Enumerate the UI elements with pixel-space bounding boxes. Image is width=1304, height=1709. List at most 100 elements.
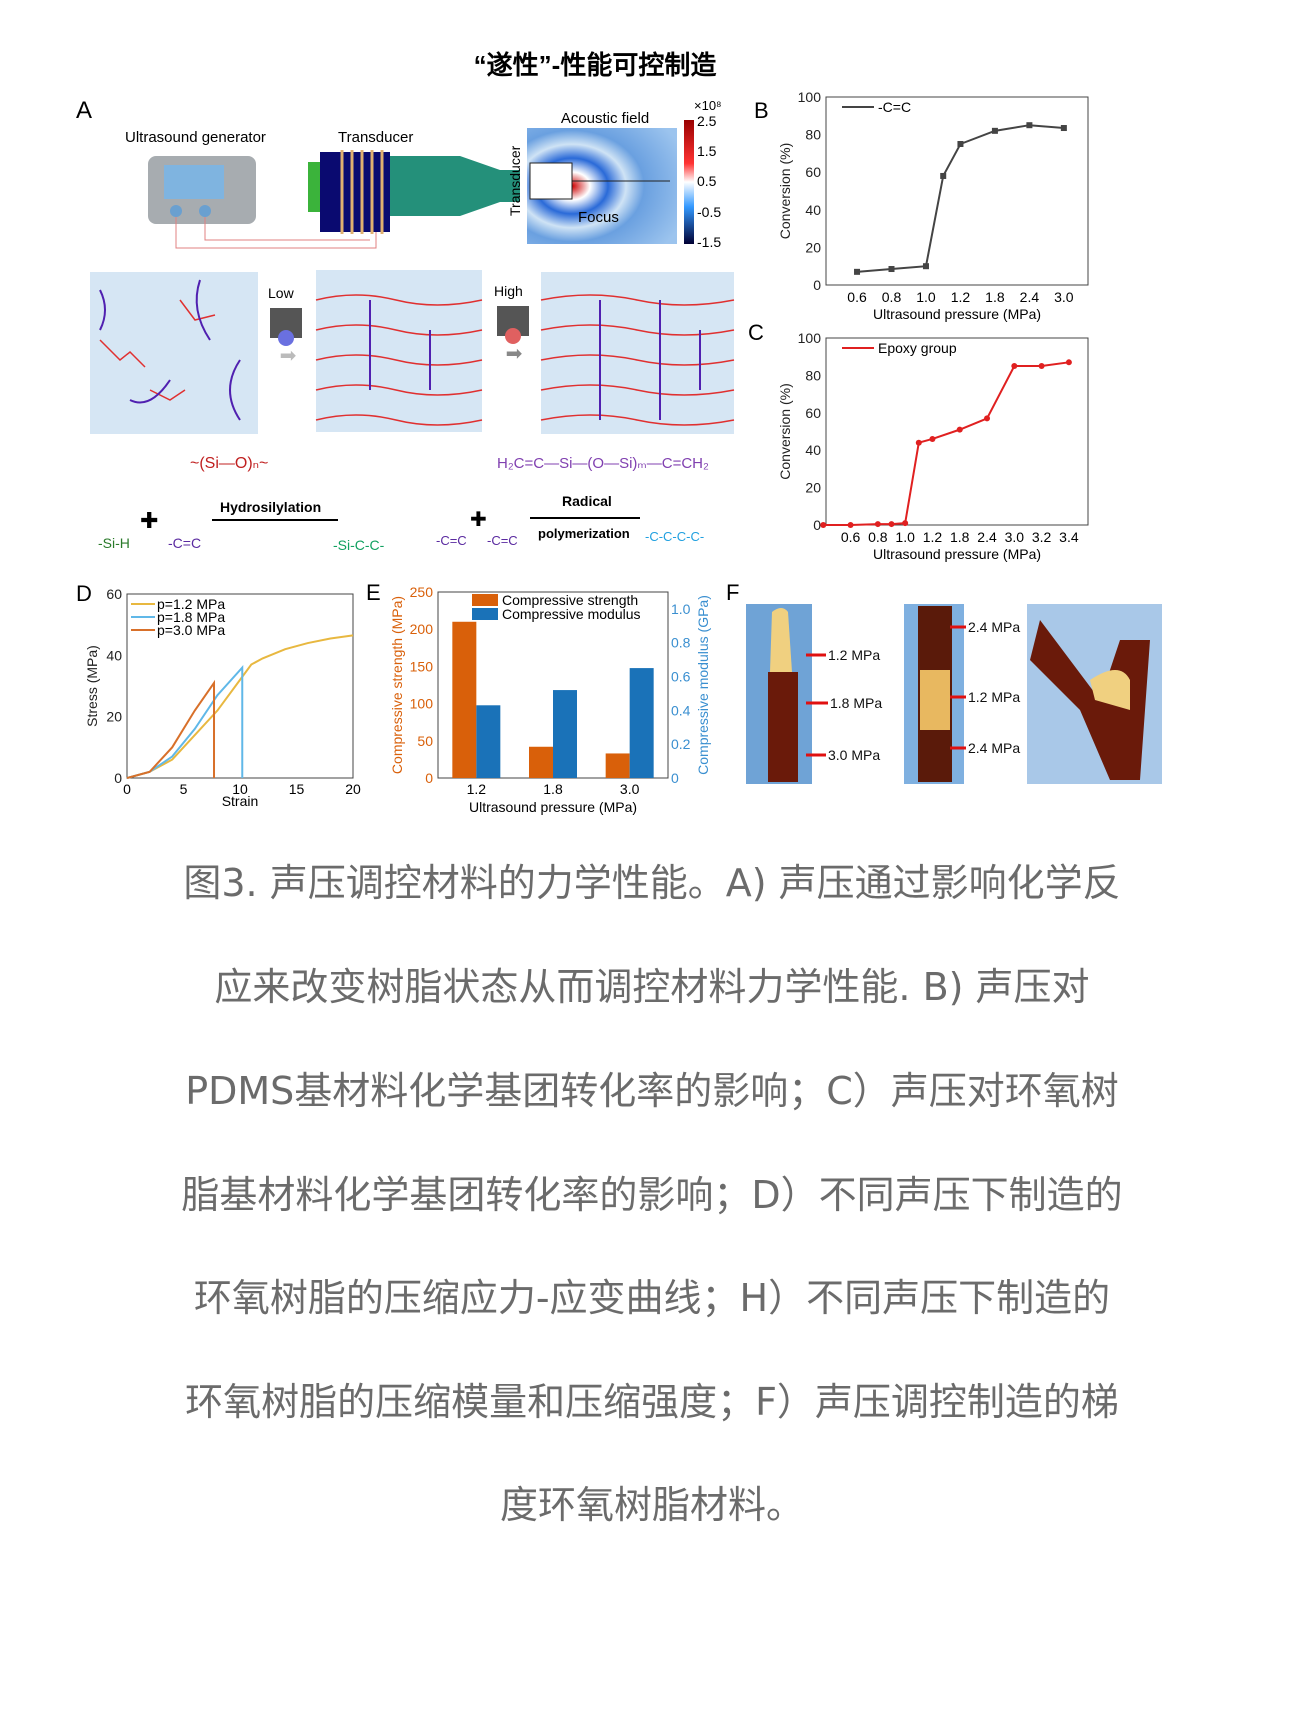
y-tick-label: 250 [410, 584, 434, 600]
panel-letter: B [754, 98, 769, 123]
data-point [888, 521, 895, 528]
caption-line: 环氧树脂的压缩应力-应变曲线；H）不同声压下制造的 [193, 1276, 1111, 1320]
x-axis-label: Ultrasound pressure (MPa) [469, 799, 637, 815]
c-c-label: -C=C [168, 535, 201, 551]
bar-strength [605, 753, 630, 778]
x-tick-label: 2.4 [977, 529, 997, 545]
bar-strength [452, 621, 477, 778]
pressure-label: 1.8 MPa [830, 695, 882, 711]
network-state-3 [541, 272, 734, 434]
low-label: Low [268, 285, 295, 301]
c-c-c-c-label: -C-C-C-C- [645, 529, 704, 544]
panel-letter: C [748, 320, 764, 345]
x-tick-label: 0.6 [841, 529, 861, 545]
y-tick-label: 0 [425, 770, 433, 786]
y2-tick-label: 0.2 [671, 736, 691, 752]
svg-text:✚: ✚ [140, 508, 158, 533]
data-point [1026, 122, 1033, 129]
si-c-c-label: -Si-C-C- [333, 537, 385, 553]
y2-tick-label: 0.4 [671, 702, 691, 718]
panel-f: F 1.2 MPa 1.8 MPa 3.0 MPa 2.4 MPa 1.2 MP… [726, 580, 1162, 784]
focus-label: Focus [578, 209, 619, 226]
x-axis-label: Ultrasound pressure (MPa) [873, 546, 1041, 562]
legend-swatch [472, 594, 498, 606]
bar-modulus [553, 690, 577, 778]
legend-label: -C=C [878, 99, 911, 115]
data-point [1060, 125, 1067, 132]
x-tick-label: 15 [289, 781, 305, 797]
x-tick-label: 1.2 [467, 781, 487, 797]
legend-swatch [472, 608, 498, 620]
svg-text:➡: ➡ [280, 345, 297, 367]
y-tick-label: 100 [798, 89, 822, 105]
series-line [126, 679, 216, 779]
data-point [820, 522, 827, 528]
y-tick-label: 100 [798, 330, 822, 346]
y-tick-label: 20 [805, 239, 821, 255]
transducer-vertical-label: Transducer [507, 145, 523, 216]
x-tick-label: 1.0 [916, 289, 936, 305]
x-tick-label: 0.6 [847, 289, 867, 305]
x-tick-label: 10 [232, 781, 248, 797]
x-tick-label: 0.8 [882, 289, 902, 305]
transducer-horn [390, 156, 520, 216]
y-tick-label: 20 [106, 709, 122, 725]
data-point [888, 266, 895, 273]
legend-label: p=1.2 MPa [157, 596, 225, 612]
y2-tick-label: 1.0 [671, 601, 691, 617]
plot-area-C [825, 337, 1089, 526]
colorbar-tick: -1.5 [697, 234, 721, 250]
plot-area-B [825, 96, 1089, 286]
data-point [1038, 363, 1045, 370]
data-point [984, 415, 991, 422]
data-point [957, 141, 964, 147]
monomer-formula: H₂C=C—Si—(O—Si)ₘ—C=CH₂ [497, 455, 709, 472]
c-c-label: -C=C [436, 533, 467, 548]
x-tick-label: 3.2 [1032, 529, 1052, 545]
x-tick-label: 3.0 [620, 781, 640, 797]
x-tick-label: 3.4 [1059, 529, 1079, 545]
series-line [856, 124, 1064, 273]
y2-tick-label: 0.6 [671, 669, 691, 685]
legend-label: p=3.0 MPa [157, 622, 225, 638]
network-state-1 [90, 272, 258, 434]
y-tick-label: 60 [805, 164, 821, 180]
y-tick-label: 20 [805, 480, 821, 496]
legend-label: Epoxy group [878, 340, 957, 356]
caption-line: 环氧树脂的压缩模量和压缩强度；F）声压调控制造的梯 [185, 1380, 1119, 1424]
data-point [1011, 363, 1018, 370]
radical-label: Radical [562, 493, 612, 509]
data-point [956, 426, 963, 433]
x-tick-label: 1.8 [985, 289, 1005, 305]
y-tick-label: 40 [106, 647, 122, 663]
data-point [874, 521, 881, 528]
pressure-label: 1.2 MPa [828, 647, 880, 663]
x-tick-label: 1.2 [951, 289, 971, 305]
pressure-label: 2.4 MPa [968, 619, 1020, 635]
data-point [915, 439, 922, 446]
figure-title: “遂性”-性能可控制造 [474, 50, 717, 80]
bar-modulus [629, 668, 654, 778]
panel-letter-f: F [726, 580, 739, 605]
x-tick-label: 1.0 [895, 529, 915, 545]
caption-line: 脂基材料化学基团转化率的影响；D）不同声压下制造的 [181, 1173, 1123, 1217]
y-tick-label: 50 [417, 733, 433, 749]
x-tick-label: 20 [345, 781, 361, 797]
colorbar-tick: 1.5 [697, 143, 717, 159]
y-tick-label: 60 [805, 405, 821, 421]
caption-line: PDMS基材料化学基团转化率的影响；C）声压对环氧树 [185, 1069, 1119, 1113]
colorbar [684, 120, 694, 244]
y-tick-label: 40 [805, 442, 821, 458]
svg-text:➡: ➡ [506, 343, 523, 365]
si-h-label: -Si-H [98, 535, 130, 551]
colorbar-exponent: ×10⁸ [694, 98, 722, 113]
data-point [929, 435, 936, 442]
y-axis-label: Conversion (%) [777, 383, 793, 479]
colorbar-tick: 0.5 [697, 173, 717, 189]
series-line [823, 361, 1070, 526]
panel-letter-a: A [76, 97, 92, 124]
legend-label: Compressive strength [502, 592, 638, 608]
panel-letter: D [76, 581, 92, 606]
x-axis-label: Ultrasound pressure (MPa) [873, 306, 1041, 322]
